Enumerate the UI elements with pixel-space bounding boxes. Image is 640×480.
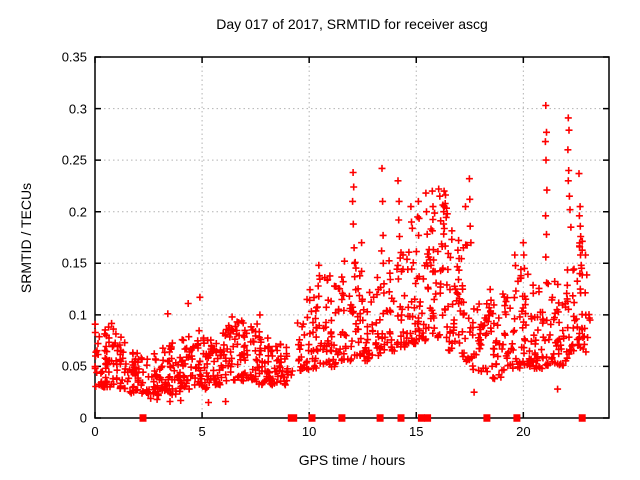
y-tick-label: 0.05 [61, 358, 87, 374]
y-tick-label: 0.15 [61, 255, 87, 271]
data-gap-marker [513, 414, 521, 422]
x-tick-label: 20 [516, 424, 531, 439]
y-tick-label: 0.2 [68, 204, 87, 220]
data-gap-marker [376, 414, 384, 422]
data-gap-marker [287, 414, 298, 422]
y-tick-label: 0.1 [68, 307, 87, 323]
y-tick-label: 0 [79, 410, 87, 426]
scatter-points [91, 102, 594, 406]
x-tick-label: 0 [91, 424, 99, 439]
data-gap-marker [424, 414, 432, 422]
x-tick-label: 15 [409, 424, 424, 439]
axis-ticks [94, 56, 609, 419]
chart-title: Day 017 of 2017, SRMTID for receiver asc… [216, 16, 488, 32]
y-tick-label: 0.35 [61, 49, 87, 65]
y-tick-label: 0.3 [68, 101, 87, 117]
data-gap-marker [483, 414, 491, 422]
data-gap-marker [397, 414, 405, 422]
x-tick-label: 10 [301, 424, 317, 439]
y-axis-label: SRMTID / TECUs [18, 182, 34, 294]
data-gap-marker [578, 414, 586, 422]
data-gap-marker [139, 414, 147, 422]
x-tick-label: 5 [198, 424, 206, 439]
data-gap-marker [417, 414, 425, 422]
data-gap-marker [338, 414, 346, 422]
data-gap-marker [308, 414, 316, 422]
y-tick-label: 0.25 [61, 152, 87, 168]
plot-frame [94, 56, 610, 419]
x-axis-label: GPS time / hours [298, 452, 406, 468]
